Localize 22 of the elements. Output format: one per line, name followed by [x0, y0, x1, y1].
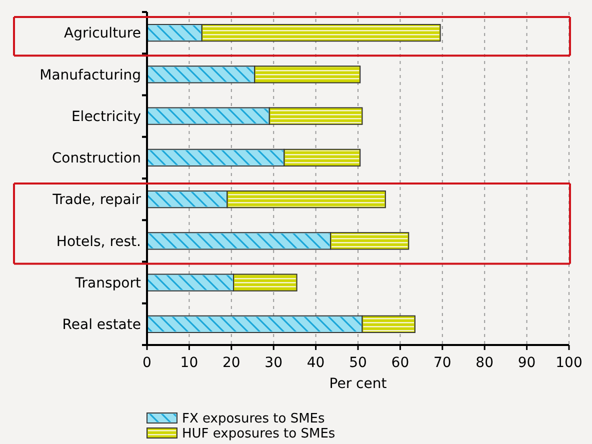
- y-tick-label: Hotels, rest.: [56, 234, 141, 250]
- x-tick-label: 100: [556, 355, 582, 371]
- x-tick-label: 0: [142, 355, 152, 371]
- x-tick-label: 40: [306, 355, 325, 371]
- x-tick-label: 90: [518, 355, 536, 371]
- y-tick-label: Construction: [52, 150, 141, 167]
- x-tick-label: 20: [222, 355, 240, 371]
- x-tick-label: 80: [476, 355, 494, 371]
- legend-label: FX exposures to SMEs: [182, 412, 326, 427]
- x-tick-label: 70: [433, 355, 452, 371]
- x-tick-label: 30: [264, 355, 283, 371]
- x-axis-title: Per cent: [329, 376, 388, 392]
- x-tick-label: 60: [391, 355, 410, 371]
- x-tick-label: 50: [349, 355, 367, 371]
- y-tick-label: Real estate: [62, 317, 141, 334]
- y-tick-label: Agriculture: [64, 26, 141, 42]
- legend-label: HUF exposures to SMEs: [182, 426, 336, 442]
- y-tick-label: Manufacturing: [40, 67, 141, 84]
- y-tick-label: Transport: [74, 275, 142, 292]
- y-tick-label: Trade, repair: [52, 192, 142, 208]
- x-tick-label: 10: [180, 355, 198, 371]
- y-tick-label: Electricity: [71, 108, 141, 125]
